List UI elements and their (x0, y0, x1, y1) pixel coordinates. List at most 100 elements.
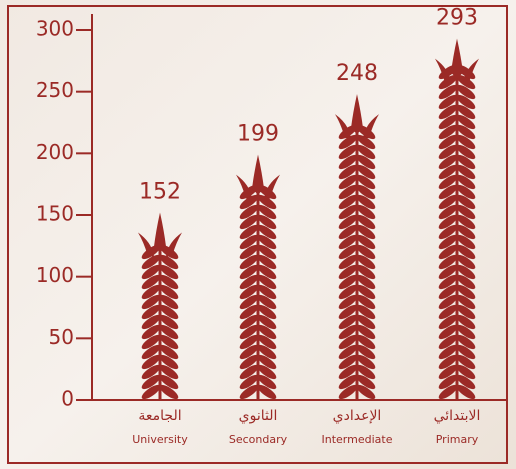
value-label: 248 (336, 61, 378, 86)
grain (338, 294, 358, 310)
grain (257, 254, 277, 270)
grain (239, 384, 259, 400)
grain (438, 174, 458, 190)
grain (141, 344, 161, 360)
grain (456, 114, 476, 130)
grain (438, 204, 458, 220)
grain (257, 334, 277, 350)
grain (159, 274, 179, 290)
grain (356, 174, 376, 190)
grain (257, 284, 277, 300)
grain (257, 314, 277, 330)
grain (338, 174, 358, 190)
grain (356, 234, 376, 250)
wheat-stalk (236, 154, 280, 400)
value-label: 199 (237, 122, 279, 147)
grain (356, 264, 376, 280)
grain (338, 234, 358, 250)
grain (456, 314, 476, 330)
grain (438, 344, 458, 360)
grain (338, 224, 358, 240)
grain (456, 364, 476, 380)
grain (456, 304, 476, 320)
grain (159, 264, 179, 280)
grain (438, 224, 458, 240)
grain (438, 354, 458, 370)
grain (438, 104, 458, 120)
grain (338, 344, 358, 360)
grain (438, 94, 458, 110)
frame (7, 5, 508, 464)
grain (159, 324, 179, 340)
grain (338, 254, 358, 270)
grain (257, 204, 277, 220)
grain (438, 114, 458, 130)
grain (141, 384, 161, 400)
grain (159, 254, 179, 270)
grain (159, 364, 179, 380)
grain (338, 384, 358, 400)
grain (456, 264, 476, 280)
grain (356, 384, 376, 400)
grain (141, 374, 161, 390)
y-tick-label: 300 (36, 17, 74, 41)
grain (356, 244, 376, 260)
grain (239, 314, 259, 330)
x-tick-label: Primary (436, 433, 479, 446)
grain (239, 254, 259, 270)
grain (141, 304, 161, 320)
grain (239, 224, 259, 240)
grain (456, 244, 476, 260)
grain (239, 374, 259, 390)
grain (456, 174, 476, 190)
x-tick-label: University (132, 433, 188, 446)
x-tick-label-ar: الإعدادي (333, 408, 382, 424)
x-tick-label-ar: الجامعة (138, 408, 181, 424)
awn (363, 114, 379, 139)
grain (338, 194, 358, 210)
grain (356, 274, 376, 290)
grain (456, 184, 476, 200)
grain (239, 274, 259, 290)
grain (438, 184, 458, 200)
grain (438, 384, 458, 400)
grain (239, 234, 259, 250)
grain (456, 164, 476, 180)
y-tick-label: 250 (36, 78, 74, 102)
grain (356, 364, 376, 380)
grain (338, 144, 358, 160)
grain (438, 364, 458, 380)
grain (239, 204, 259, 220)
grain (356, 134, 376, 150)
x-tick-label: Intermediate (322, 433, 393, 446)
x-tick-label-ar: الثانوي (239, 408, 278, 424)
grain (456, 204, 476, 220)
wheat-stalk (435, 38, 479, 400)
grain (356, 284, 376, 300)
grain (257, 344, 277, 360)
grain (456, 294, 476, 310)
grain (456, 144, 476, 160)
grain (141, 284, 161, 300)
y-tick-label: 100 (36, 263, 74, 287)
x-tick-label: Secondary (229, 433, 288, 446)
grain (438, 274, 458, 290)
grain (438, 194, 458, 210)
grain (338, 324, 358, 340)
grain (356, 224, 376, 240)
grain (257, 354, 277, 370)
grain (141, 334, 161, 350)
grain (257, 304, 277, 320)
grain (239, 284, 259, 300)
grain (257, 194, 277, 210)
grain (239, 294, 259, 310)
grain (456, 234, 476, 250)
grain (456, 214, 476, 230)
grain (438, 244, 458, 260)
grain (239, 324, 259, 340)
grain (456, 154, 476, 170)
grain (159, 384, 179, 400)
grain (257, 234, 277, 250)
value-label: 293 (436, 6, 478, 31)
